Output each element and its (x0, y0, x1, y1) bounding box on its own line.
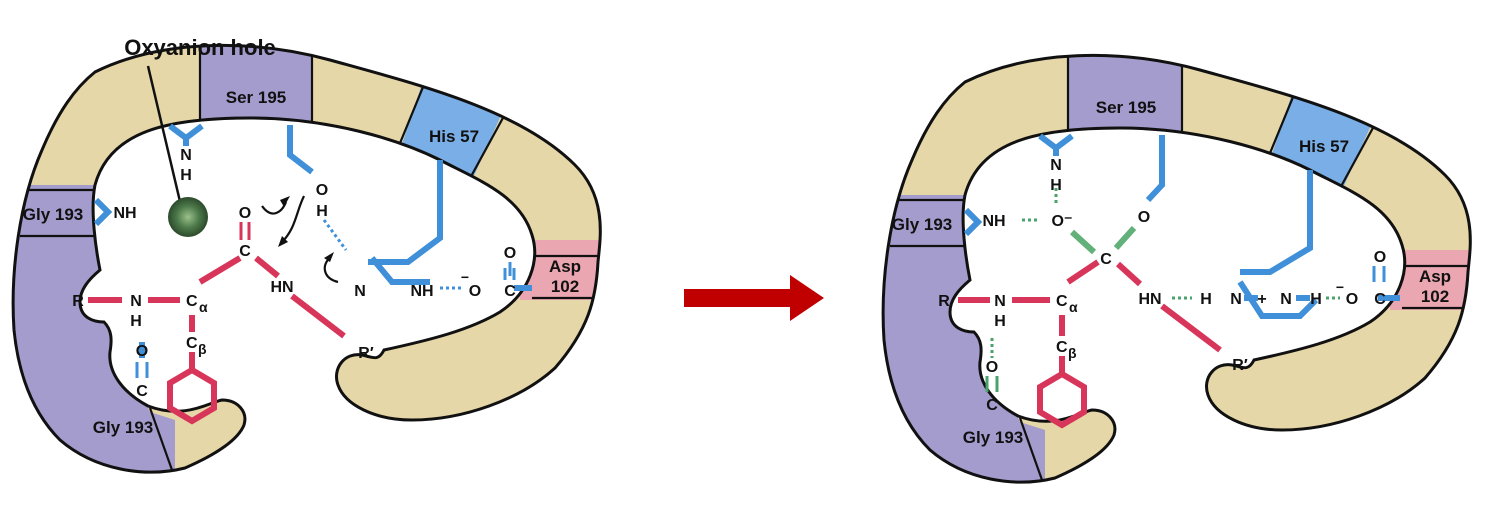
left-R: R (72, 293, 84, 310)
left-asp-label-2: 102 (551, 277, 579, 296)
right-gly-bottom-label: Gly 193 (963, 428, 1024, 447)
left-C-alpha-sub: α (199, 299, 208, 315)
left-carbonyl-O: O (239, 205, 251, 222)
left-carbonyl (239, 222, 251, 240)
right-C-alpha: C (1056, 293, 1068, 310)
right-ser-N: N (1050, 157, 1062, 174)
left-gly-top-label: Gly 193 (23, 205, 84, 224)
left-gly-C: C (136, 383, 148, 400)
right-N-H: H (994, 313, 1006, 330)
left-C-alpha: C (186, 293, 198, 310)
left-asp-label-1: Asp (549, 257, 581, 276)
left-N: N (130, 293, 142, 310)
right-double-bonds (1372, 266, 1386, 282)
right-substrate-bonds (958, 259, 1222, 429)
right-gly-C: C (986, 397, 998, 414)
left-minus: − (461, 269, 469, 285)
right-R: R (938, 293, 950, 310)
left-ser-label: Ser 195 (226, 88, 287, 107)
left-double-bonds (135, 268, 516, 378)
left-N-H: H (130, 313, 142, 330)
right-tetrahedral-C: C (1100, 251, 1112, 268)
right-enzyme-bonds (963, 133, 1400, 319)
right-asp-O-top: O (1374, 249, 1386, 266)
left-ser-N: N (180, 147, 192, 164)
right-ser-H: H (1050, 177, 1062, 194)
right-O-minus: O⁻ (1052, 213, 1073, 230)
left-gly-NH: NH (113, 205, 136, 222)
right-R-prime: R′ (1232, 357, 1248, 374)
right-his-N1: N (1230, 291, 1242, 308)
right-gly-NH: NH (982, 213, 1005, 230)
left-C-beta: C (186, 335, 198, 352)
right-his-H: H (1200, 291, 1212, 308)
right-plus: + (1257, 291, 1266, 308)
left-C-beta-sub: β (198, 341, 207, 357)
right-C-beta-sub: β (1068, 345, 1077, 361)
right-enzyme (881, 53, 1472, 484)
left-gly-bottom-label: Gly 193 (93, 418, 154, 437)
left-atoms: N H NH O H O C R N H C α C β HN N NH − O… (72, 147, 516, 400)
oxyanion-hole-title: Oxyanion hole (124, 35, 276, 60)
right-gly-top-label: Gly 193 (892, 215, 953, 234)
right-asp-label-1: Asp (1419, 267, 1451, 286)
right-gly-double (985, 376, 999, 392)
right-his-N2: N (1280, 291, 1292, 308)
right-gly-O: O (986, 359, 998, 376)
left-his-NH: NH (410, 283, 433, 300)
left-arrowheads (278, 196, 334, 262)
left-hbonds (322, 219, 462, 290)
right-N: N (994, 293, 1006, 310)
left-ser-H: H (180, 167, 192, 184)
right-his-label: His 57 (1299, 137, 1349, 156)
right-asp-label-2: 102 (1421, 287, 1449, 306)
right-ser-label: Ser 195 (1096, 98, 1157, 117)
left-ser-H-attached: H (316, 203, 328, 220)
right-C-beta: C (1056, 339, 1068, 356)
left-substrate-bonds (88, 255, 346, 425)
right-atoms: N H NH O⁻ O C R N H C α C β HN H N + N H… (938, 157, 1386, 414)
right-hbonds (990, 188, 1340, 358)
reaction-arrow (684, 275, 824, 321)
right-minus: − (1336, 279, 1344, 295)
left-R-prime: R′ (358, 345, 374, 362)
right-asp-O: O (1346, 291, 1358, 308)
right-ser-O: O (1138, 209, 1150, 226)
left-asp-O-top: O (504, 245, 516, 262)
oxyanion-pointer-line (146, 65, 184, 211)
left-ser-band (200, 45, 312, 128)
right-ser-band (1068, 55, 1182, 138)
left-asp-C: C (504, 283, 516, 300)
left-his-label: His 57 (429, 127, 479, 146)
right-tetrahedral-bonds (1069, 225, 1137, 255)
left-his-N: N (354, 283, 366, 300)
oxyanion-hole-marker (168, 197, 208, 237)
right-C-alpha-sub: α (1069, 299, 1078, 315)
left-ser-O: O (316, 182, 328, 199)
left-enzyme-bonds (93, 123, 532, 358)
left-HN: HN (270, 279, 293, 296)
right-asp-C: C (1374, 291, 1386, 308)
right-HN: HN (1138, 291, 1161, 308)
left-asp-O: O (469, 283, 481, 300)
left-gly-O: O (136, 343, 148, 360)
right-his-H2: H (1310, 291, 1322, 308)
left-carbonyl-C: C (239, 243, 251, 260)
